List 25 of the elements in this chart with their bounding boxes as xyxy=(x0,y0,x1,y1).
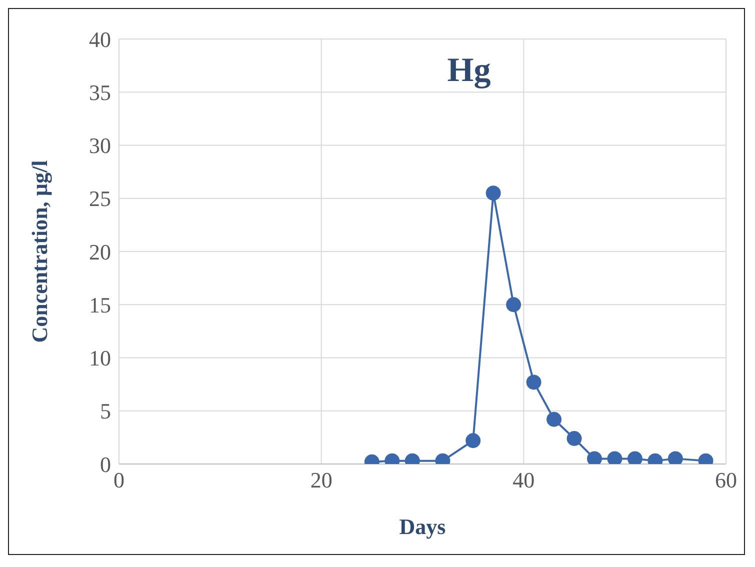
point xyxy=(566,431,582,446)
y-tick-label: 15 xyxy=(89,292,111,318)
point xyxy=(466,433,481,448)
point xyxy=(486,186,501,201)
y-tick-label: 10 xyxy=(89,346,111,371)
x-tick-label: 20 xyxy=(310,468,332,493)
y-tick-label: 20 xyxy=(89,239,111,264)
chart-title: Hg xyxy=(447,52,491,89)
y-tick-label: 25 xyxy=(89,186,111,212)
x-axis-title: Days xyxy=(399,514,446,539)
x-tick-label: 60 xyxy=(715,468,737,493)
y-tick-label: 5 xyxy=(100,398,111,424)
point xyxy=(526,374,542,390)
y-tick-label: 35 xyxy=(89,80,111,105)
y-axis-title: Concentration, µg/l xyxy=(26,160,52,343)
y-tick-label: 0 xyxy=(100,452,111,477)
point xyxy=(627,451,642,464)
x-tick-label: 40 xyxy=(512,468,535,493)
point xyxy=(586,451,602,464)
y-tick-label: 40 xyxy=(89,26,111,52)
point xyxy=(506,297,522,312)
y-tick-label: 30 xyxy=(89,133,111,158)
point xyxy=(668,451,683,464)
point xyxy=(546,412,562,427)
point xyxy=(607,451,622,464)
